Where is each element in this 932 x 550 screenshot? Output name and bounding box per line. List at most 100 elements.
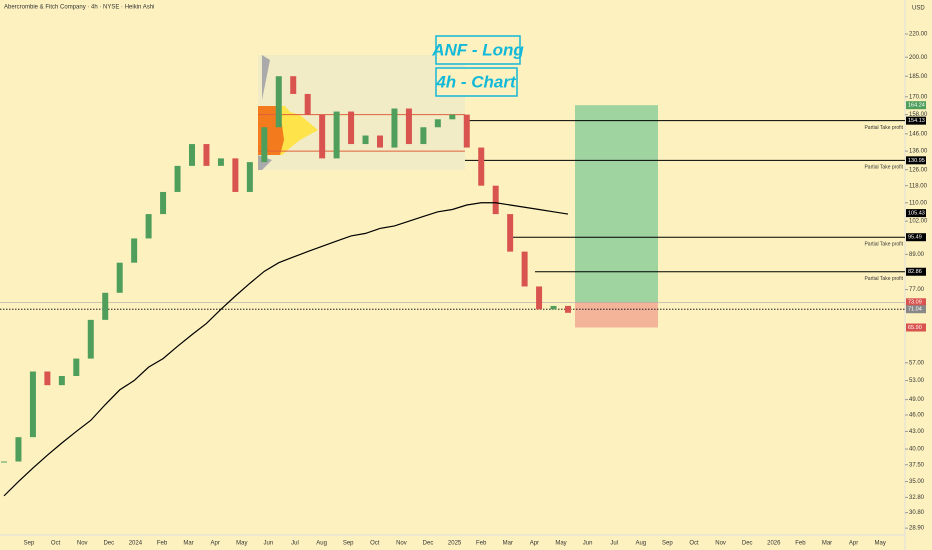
x-tick-label: Apr xyxy=(849,541,858,547)
price-tag-label: 82.86 xyxy=(908,269,922,275)
x-tick-label: Apr xyxy=(530,541,539,547)
volume-profile-top xyxy=(262,55,270,100)
candle xyxy=(333,111,340,159)
take-profit-label: Partial Take profit xyxy=(864,165,903,171)
x-tick-label: Aug xyxy=(635,541,646,547)
y-tick-label: 40.00 xyxy=(909,447,925,453)
candle xyxy=(377,135,383,148)
price-tag-label: 130.95 xyxy=(908,158,925,164)
candle xyxy=(420,127,427,145)
y-tick-label: 28.90 xyxy=(909,526,925,532)
price-tag-label: 65.90 xyxy=(908,325,922,331)
y-tick-label: 89.00 xyxy=(909,252,925,258)
candle xyxy=(131,238,138,263)
take-profit-label: Partial Take profit xyxy=(864,125,903,131)
candle xyxy=(145,214,152,239)
candle xyxy=(492,185,499,215)
candle xyxy=(478,147,485,186)
x-tick-label: Dec xyxy=(423,541,434,547)
x-tick-label: Jun xyxy=(264,541,274,547)
x-tick-label: 2026 xyxy=(767,541,781,547)
candle xyxy=(15,437,22,462)
x-tick-label: Sep xyxy=(24,541,35,547)
x-tick-label: Jul xyxy=(291,541,299,547)
x-tick-label: Nov xyxy=(77,541,88,547)
candle xyxy=(449,114,456,120)
x-tick-label: Mar xyxy=(822,541,832,547)
y-tick-label: 46.00 xyxy=(909,413,925,419)
x-tick-label: Aug xyxy=(316,541,327,547)
candle xyxy=(29,371,36,438)
y-tick-label: 158.00 xyxy=(909,112,928,118)
price-tag-label: 71.04 xyxy=(908,307,922,313)
y-tick-label: 185.00 xyxy=(909,74,928,80)
candle xyxy=(521,251,528,287)
x-tick-label: Nov xyxy=(396,541,407,547)
candle xyxy=(217,158,224,166)
y-tick-label: 49.00 xyxy=(909,397,925,403)
candle xyxy=(434,119,441,128)
price-tag-label: 105.43 xyxy=(908,211,925,217)
candle xyxy=(550,305,557,310)
moving-average xyxy=(3,202,569,497)
take-profit-label: Partial Take profit xyxy=(864,242,903,248)
annotation-box xyxy=(435,35,521,65)
chart-title: Abercrombie & Fitch Company · 4h · NYSE … xyxy=(4,5,154,11)
candle xyxy=(261,127,268,163)
y-tick-label: 118.00 xyxy=(909,183,928,189)
x-tick-label: Feb xyxy=(476,541,487,547)
x-tick-label: Feb xyxy=(795,541,806,547)
price-tag xyxy=(906,116,926,125)
candle xyxy=(405,108,412,145)
x-tick-label: Feb xyxy=(157,541,168,547)
candle xyxy=(362,135,369,145)
y-tick-label: 43.00 xyxy=(909,429,925,435)
y-tick-label: 30.80 xyxy=(909,510,925,516)
candle xyxy=(348,111,355,145)
price-tag xyxy=(906,267,926,276)
annotation: 4h - Chart xyxy=(435,72,517,91)
price-tag-label: 164.24 xyxy=(908,103,925,109)
price-tag xyxy=(906,233,926,242)
price-tag xyxy=(906,156,926,165)
x-tick-label: Nov xyxy=(715,541,726,547)
candle xyxy=(174,165,181,192)
candle xyxy=(116,262,123,293)
x-tick-label: May xyxy=(555,541,566,547)
profit-zone xyxy=(575,105,658,303)
x-tick-label: Sep xyxy=(343,541,354,547)
price-tag xyxy=(906,298,926,307)
x-tick-label: Mar xyxy=(503,541,513,547)
candle xyxy=(232,158,239,192)
candle xyxy=(189,144,195,166)
price-tag xyxy=(906,101,926,110)
x-tick-label: Sep xyxy=(662,541,673,547)
y-tick-label: 32.80 xyxy=(909,495,925,501)
price-tag-label: 73.09 xyxy=(908,300,922,306)
x-tick-label: Oct xyxy=(51,541,61,547)
x-tick-label: May xyxy=(875,541,886,547)
candle xyxy=(246,162,253,192)
x-tick-label: 2024 xyxy=(129,541,143,547)
x-tick-label: May xyxy=(236,541,247,547)
candle xyxy=(507,214,514,252)
candle xyxy=(58,375,65,386)
candle xyxy=(102,292,109,320)
price-tag-label: 154.13 xyxy=(908,118,925,124)
candle xyxy=(87,319,94,359)
x-tick-label: Dec xyxy=(742,541,753,547)
y-tick-label: 146.00 xyxy=(909,131,928,137)
candle xyxy=(565,305,571,313)
y-tick-label: 102.00 xyxy=(909,219,928,225)
annotation: ANF - Long xyxy=(431,40,524,59)
y-tick-label: 53.00 xyxy=(909,378,925,384)
take-profit-label: Partial Take profit xyxy=(864,276,903,282)
candle xyxy=(1,461,7,463)
price-tag-label: 95.49 xyxy=(908,235,922,241)
x-tick-label: Oct xyxy=(689,541,699,547)
price-tag xyxy=(906,209,926,218)
candle xyxy=(73,358,80,376)
price-tag xyxy=(906,323,926,332)
y-tick-label: 136.00 xyxy=(909,149,928,155)
